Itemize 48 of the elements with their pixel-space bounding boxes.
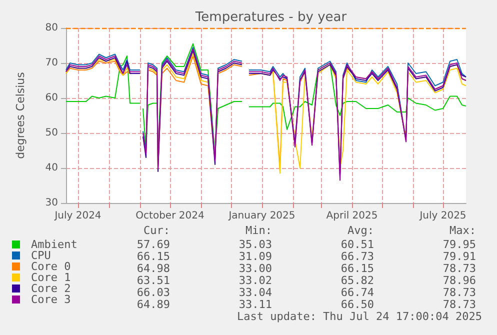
y-tick-label: 30 <box>45 198 58 208</box>
text: 64.98 <box>136 262 170 275</box>
x-tick-label: April 2025 <box>326 210 378 222</box>
text: 66.50 <box>340 298 374 311</box>
y-tick-label: 60 <box>45 92 58 104</box>
text: Min: <box>246 224 272 237</box>
text: 78.73 <box>442 298 476 311</box>
text: Max: <box>450 224 476 237</box>
text: Cur: <box>144 224 170 237</box>
text: 66.74 <box>340 286 374 299</box>
text: 35.03 <box>238 238 272 251</box>
text: 31.09 <box>238 250 272 263</box>
text: 78.73 <box>442 286 476 299</box>
x-tick-label: January 2025 <box>228 210 296 222</box>
text: 64.89 <box>136 298 170 311</box>
legend-label: Core 1 <box>31 271 71 284</box>
text: 66.73 <box>340 250 374 263</box>
x-tick-label: July 2024 <box>54 210 102 222</box>
text: 79.95 <box>442 238 476 251</box>
legend-label: Core 3 <box>31 293 71 306</box>
y-tick-label: 40 <box>45 162 58 174</box>
y-axis-title: degrees Celsius <box>14 72 27 159</box>
legend-label: Ambient <box>31 238 78 251</box>
text: 33.00 <box>238 262 272 275</box>
text: 79.91 <box>442 250 476 263</box>
text: 66.15 <box>136 250 170 263</box>
legend-label: CPU <box>31 249 51 262</box>
text: 63.51 <box>136 274 170 287</box>
x-tick-label: July 2025 <box>418 210 466 222</box>
text: 78.73 <box>442 262 476 275</box>
text: 78.96 <box>442 274 476 287</box>
text: 33.02 <box>238 274 272 287</box>
y-tick-label: 80 <box>45 22 58 34</box>
chart-title: Temperatures - by year <box>194 10 348 25</box>
text: 65.82 <box>340 274 374 287</box>
x-tick-label: October 2024 <box>136 210 204 222</box>
y-tick-label: 50 <box>45 128 58 138</box>
text: 33.11 <box>238 298 272 311</box>
text: Avg: <box>348 224 374 237</box>
y-tick-label: 70 <box>45 58 58 68</box>
text: 60.51 <box>340 238 374 251</box>
legend-label: Core 0 <box>31 260 71 273</box>
text: Last update: Thu Jul 24 17:00:04 2025 <box>236 310 482 323</box>
text: 33.04 <box>238 286 272 299</box>
text: 66.03 <box>136 286 170 299</box>
text: 66.15 <box>340 262 374 275</box>
legend-label: Core 2 <box>31 282 71 295</box>
text: 57.69 <box>136 238 170 251</box>
